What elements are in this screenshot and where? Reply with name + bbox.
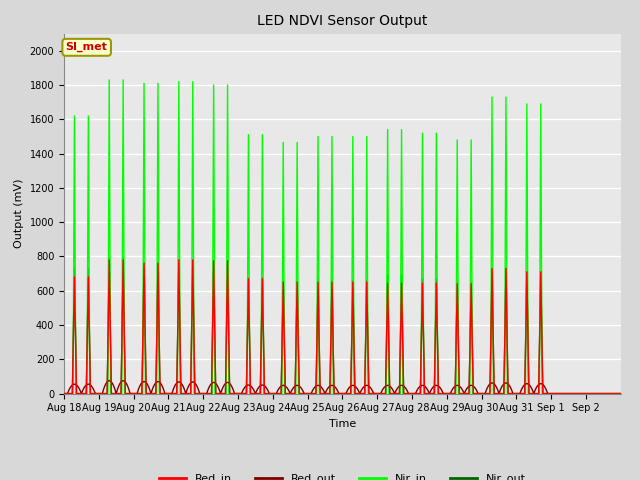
Red_out (247, 383, 255, 389)
Title: LED NDVI Sensor Output: LED NDVI Sensor Output (257, 14, 428, 28)
Nir_out (117, 391, 125, 396)
Nir_in (60, 391, 68, 396)
Y-axis label: Output (mV): Output (mV) (14, 179, 24, 248)
Red_in (70, 274, 78, 280)
Nir_in (83, 391, 91, 396)
Nir_out (435, 391, 442, 396)
Nir_in (487, 391, 495, 396)
Nir_in (70, 113, 78, 119)
Legend: Red_in, Red_out, Nir_in, Nir_out: Red_in, Red_out, Nir_in, Nir_out (154, 469, 531, 480)
Nir_in (617, 391, 625, 396)
Red_in (617, 391, 625, 396)
Nir_out (60, 391, 68, 396)
Red_out (294, 383, 302, 388)
Nir_in (106, 77, 113, 83)
Red_in (106, 257, 113, 263)
Red_out (105, 378, 113, 384)
Nir_out (70, 265, 78, 271)
Line: Red_out: Red_out (64, 381, 621, 394)
Text: SI_met: SI_met (66, 42, 108, 52)
Red_in (60, 391, 68, 396)
Nir_out (106, 255, 113, 261)
Red_in (486, 391, 494, 396)
X-axis label: Time: Time (329, 419, 356, 429)
Nir_in (434, 391, 442, 396)
Line: Nir_out: Nir_out (64, 258, 621, 394)
Red_out (617, 391, 625, 396)
Nir_out (296, 391, 303, 396)
Red_in (83, 391, 90, 396)
Red_out (91, 390, 99, 396)
Red_out (472, 385, 479, 391)
Red_in (296, 391, 303, 396)
Red_out (346, 384, 354, 390)
Line: Red_in: Red_in (64, 260, 621, 394)
Nir_out (83, 391, 90, 396)
Red_in (117, 391, 125, 396)
Red_out (185, 383, 193, 388)
Nir_in (118, 391, 125, 396)
Red_in (435, 391, 442, 396)
Line: Nir_in: Nir_in (64, 80, 621, 394)
Nir_in (294, 391, 302, 396)
Nir_out (486, 391, 494, 396)
Nir_out (617, 391, 625, 396)
Red_out (60, 391, 68, 396)
